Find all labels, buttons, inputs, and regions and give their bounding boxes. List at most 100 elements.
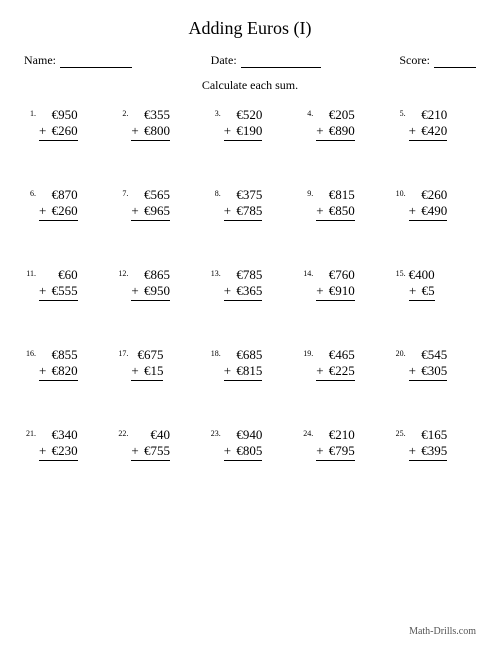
addend-bottom-row: + €850 xyxy=(316,203,355,221)
addend-bottom: + €230 xyxy=(39,443,78,459)
addend-bottom-value: €890 xyxy=(329,123,355,138)
problem-number: 1. xyxy=(24,107,36,118)
plus-sign: + xyxy=(39,123,52,138)
problem-stack: €165+ €395 xyxy=(409,427,448,461)
problem-number: 15. xyxy=(394,267,406,278)
plus-sign: + xyxy=(316,123,329,138)
addend-bottom: + €395 xyxy=(409,443,448,459)
addend-top: €940 xyxy=(224,427,263,443)
addend-bottom-row: + €190 xyxy=(224,123,263,141)
addend-bottom-value: €305 xyxy=(421,363,447,378)
plus-sign: + xyxy=(131,123,144,138)
problem-stack: €400+ €5 xyxy=(409,267,435,301)
problem-number: 4. xyxy=(301,107,313,118)
header-row: Name: Date: Score: xyxy=(24,53,476,68)
score-blank[interactable] xyxy=(434,56,476,68)
problem: 18.€685+ €815 xyxy=(209,347,291,381)
problem-stack: €675+ €15 xyxy=(131,347,163,381)
addend-bottom-value: €820 xyxy=(52,363,78,378)
addend-bottom-row: + €800 xyxy=(131,123,170,141)
problem-stack: €205+ €890 xyxy=(316,107,355,141)
addend-bottom: + €490 xyxy=(409,203,448,219)
plus-sign: + xyxy=(409,203,422,218)
addend-top: €165 xyxy=(409,427,448,443)
problem-stack: €565+ €965 xyxy=(131,187,170,221)
addend-top: €685 xyxy=(224,347,263,363)
addend-top: €355 xyxy=(131,107,170,123)
name-field: Name: xyxy=(24,53,132,68)
problem-stack: €545+ €305 xyxy=(409,347,448,381)
addend-bottom-row: + €225 xyxy=(316,363,355,381)
problem-stack: €465+ €225 xyxy=(316,347,355,381)
name-blank[interactable] xyxy=(60,56,132,68)
addend-bottom-value: €785 xyxy=(236,203,262,218)
problem: 1.€950+ €260 xyxy=(24,107,106,141)
problem: 13.€785+ €365 xyxy=(209,267,291,301)
problem-stack: €815+ €850 xyxy=(316,187,355,221)
plus-sign: + xyxy=(409,283,422,298)
addend-bottom: + €965 xyxy=(131,203,170,219)
problem-stack: €760+ €910 xyxy=(316,267,355,301)
addend-bottom-value: €850 xyxy=(329,203,355,218)
problem-number: 7. xyxy=(116,187,128,198)
problem-number: 2. xyxy=(116,107,128,118)
addend-top: €60 xyxy=(39,267,78,283)
problem: 2.€355+ €800 xyxy=(116,107,198,141)
addend-bottom-row: + €230 xyxy=(39,443,78,461)
addend-bottom: + €305 xyxy=(409,363,448,379)
plus-sign: + xyxy=(409,443,422,458)
plus-sign: + xyxy=(224,203,237,218)
addend-top: €520 xyxy=(224,107,263,123)
addend-bottom-value: €15 xyxy=(144,363,164,378)
problem-number: 20. xyxy=(394,347,406,358)
addend-top: €210 xyxy=(409,107,448,123)
addend-bottom: + €850 xyxy=(316,203,355,219)
addend-bottom: + €815 xyxy=(224,363,263,379)
problem-stack: €40+ €755 xyxy=(131,427,170,461)
addend-bottom-value: €395 xyxy=(421,443,447,458)
addend-bottom-row: + €795 xyxy=(316,443,355,461)
plus-sign: + xyxy=(131,283,144,298)
problem-number: 6. xyxy=(24,187,36,198)
problem: 23.€940+ €805 xyxy=(209,427,291,461)
problem: 20.€545+ €305 xyxy=(394,347,476,381)
addend-bottom-value: €190 xyxy=(236,123,262,138)
problem-stack: €685+ €815 xyxy=(224,347,263,381)
instruction: Calculate each sum. xyxy=(24,78,476,93)
plus-sign: + xyxy=(316,203,329,218)
problem-number: 19. xyxy=(301,347,313,358)
addend-bottom: + €805 xyxy=(224,443,263,459)
problem-number: 25. xyxy=(394,427,406,438)
addend-bottom: + €260 xyxy=(39,123,78,139)
plus-sign: + xyxy=(409,123,422,138)
addend-bottom: + €365 xyxy=(224,283,263,299)
addend-bottom-value: €230 xyxy=(52,443,78,458)
problem-number: 24. xyxy=(301,427,313,438)
addend-bottom-value: €260 xyxy=(52,123,78,138)
addend-top: €40 xyxy=(131,427,170,443)
problem: 7.€565+ €965 xyxy=(116,187,198,221)
addend-bottom-value: €805 xyxy=(236,443,262,458)
addend-bottom-value: €950 xyxy=(144,283,170,298)
problem-number: 11. xyxy=(24,267,36,278)
addend-bottom-row: + €305 xyxy=(409,363,448,381)
addend-bottom-row: + €365 xyxy=(224,283,263,301)
problem: 25.€165+ €395 xyxy=(394,427,476,461)
plus-sign: + xyxy=(224,363,237,378)
plus-sign: + xyxy=(316,363,329,378)
addend-bottom-value: €910 xyxy=(329,283,355,298)
problem-number: 13. xyxy=(209,267,221,278)
problem: 21.€340+ €230 xyxy=(24,427,106,461)
addend-bottom: + €15 xyxy=(131,363,163,379)
addend-bottom: + €190 xyxy=(224,123,263,139)
date-blank[interactable] xyxy=(241,56,321,68)
addend-top: €565 xyxy=(131,187,170,203)
addend-bottom: + €555 xyxy=(39,283,78,299)
problem-number: 12. xyxy=(116,267,128,278)
addend-top: €855 xyxy=(39,347,78,363)
addend-bottom: + €890 xyxy=(316,123,355,139)
addend-top: €205 xyxy=(316,107,355,123)
problem: 16.€855+ €820 xyxy=(24,347,106,381)
problem-stack: €940+ €805 xyxy=(224,427,263,461)
problem-stack: €870+ €260 xyxy=(39,187,78,221)
